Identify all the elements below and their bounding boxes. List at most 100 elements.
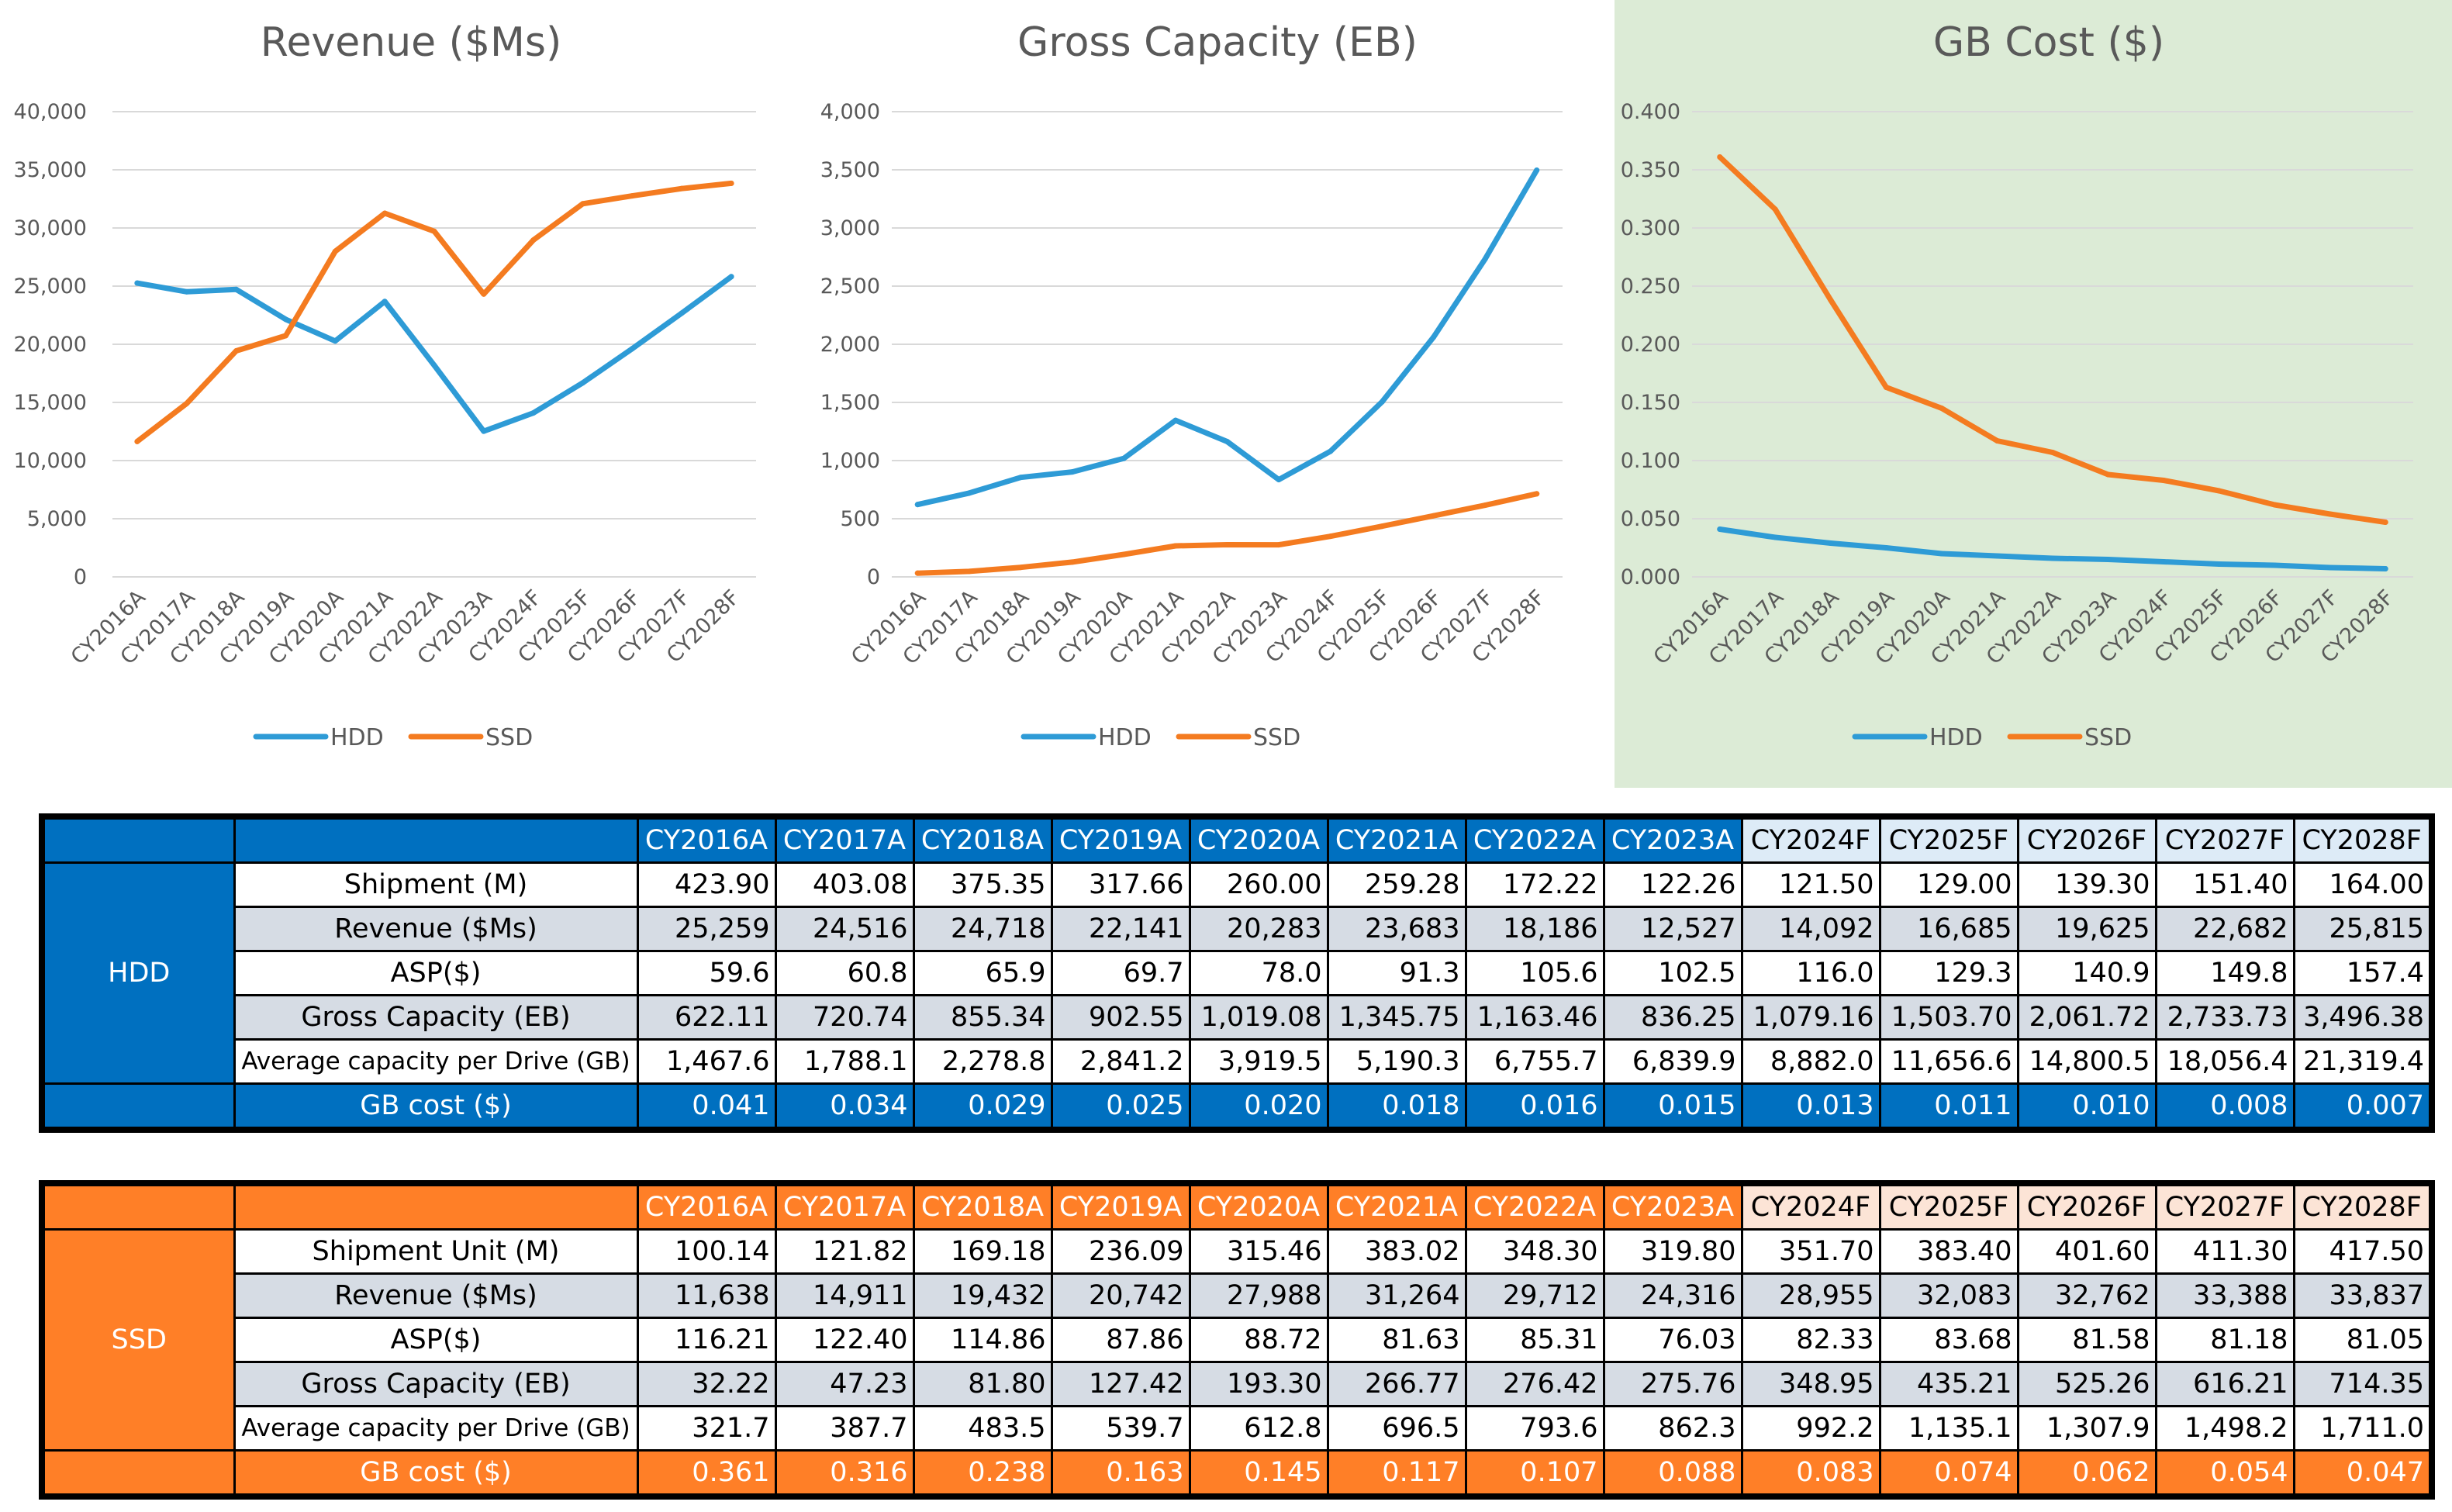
value-cell: 25,259 [636,906,777,952]
value-cell: 260.00 [1188,861,1329,908]
gb-cost-value: 0.074 [1878,1449,2019,1498]
gb-cost-value: 0.361 [636,1449,777,1498]
year-header: CY2021A [1326,815,1467,864]
value-cell: 11,638 [636,1272,777,1319]
value-cell: 3,496.38 [2292,994,2433,1041]
value-cell: 149.8 [2154,950,2295,996]
data-point-ssd [728,180,734,186]
y-tick-label: 10,000 [14,449,87,473]
value-cell: 32,083 [1878,1272,2019,1319]
header-blank-cell [233,1182,639,1231]
value-cell: 18,056.4 [2154,1038,2295,1085]
gb-cost-value: 0.107 [1464,1449,1605,1498]
value-cell: 129.3 [1878,950,2019,996]
data-point-ssd [2050,450,2056,455]
value-cell: 275.76 [1602,1361,1743,1407]
y-tick-label: 25,000 [14,274,87,299]
data-point-ssd [530,237,537,243]
data-point-hdd [2050,555,2056,561]
value-cell: 1,307.9 [2016,1405,2157,1452]
year-header: CY2026F [2016,1182,2157,1231]
year-header: CY2028F [2292,1182,2433,1231]
legend-label-ssd: SSD [1253,724,1300,751]
header-blank-cell [40,815,236,864]
gb-cost-value: 0.010 [2016,1082,2157,1131]
header-blank-cell [233,815,639,864]
y-tick-label: 0.200 [1621,333,1680,357]
gb-cost-value: 0.088 [1602,1449,1743,1498]
year-header: CY2020A [1188,815,1329,864]
value-cell: 19,625 [2016,906,2157,952]
value-cell: 16,685 [1878,906,2019,952]
value-cell: 714.35 [2292,1361,2433,1407]
year-header: CY2016A [636,815,777,864]
value-cell: 81.58 [2016,1317,2157,1363]
gb-cost-value: 0.013 [1740,1082,1881,1131]
data-point-hdd [1328,448,1334,454]
data-point-hdd [332,338,338,344]
gb-cost-value: 0.041 [636,1082,777,1131]
data-point-ssd [629,193,635,199]
data-point-ssd [1328,533,1334,540]
value-cell: 116.21 [636,1317,777,1363]
gb-cost-value: 0.008 [2154,1082,2295,1131]
y-tick-label: 20,000 [14,333,87,357]
value-cell: 151.40 [2154,861,2295,908]
data-point-ssd [2271,502,2278,508]
value-cell: 22,682 [2154,906,2295,952]
y-tick-label: 1,500 [820,391,880,415]
chart-svg: Gross Capacity (EB) 0 500 1,000 1,500 2,000 2,… [820,19,1563,751]
gb-cost-value: 0.018 [1326,1082,1467,1131]
data-point-hdd [530,410,537,416]
data-point-hdd [966,490,972,496]
year-header: CY2027F [2154,1182,2295,1231]
y-tick-label: 0.350 [1621,158,1680,182]
value-cell: 81.63 [1326,1317,1467,1363]
year-header: CY2023A [1602,815,1743,864]
value-cell: 65.9 [912,950,1053,996]
data-point-hdd [431,362,437,368]
value-cell: 3,919.5 [1188,1038,1329,1085]
value-cell: 140.9 [2016,950,2157,996]
data-point-hdd [2160,559,2167,564]
value-cell: 1,135.1 [1878,1405,2019,1452]
data-point-ssd [1069,559,1076,565]
value-cell: 351.70 [1740,1228,1881,1275]
value-cell: 1,503.70 [1878,994,2019,1041]
data-point-ssd [2216,488,2222,494]
value-cell: 348.95 [1740,1361,1881,1407]
header-blank-cell [40,1182,236,1231]
value-cell: 121.82 [774,1228,915,1275]
value-cell: 319.80 [1602,1228,1743,1275]
table-row: SSD Shipment Unit (M) 100.14 121.82 169.18 23… [40,1228,2433,1452]
value-cell: 483.5 [912,1405,1053,1452]
value-cell: 122.40 [774,1317,915,1363]
value-cell: 317.66 [1050,861,1191,908]
data-point-ssd [1828,297,1834,303]
year-header: CY2023A [1602,1182,1743,1231]
data-point-ssd [282,333,288,339]
data-point-hdd [282,316,288,323]
value-cell: 266.77 [1326,1361,1467,1407]
metric-label: Revenue ($Ms) [233,906,639,952]
data-point-hdd [1172,417,1179,423]
series-line-hdd [134,274,734,434]
data-point-ssd [580,201,586,207]
table-row: Gross Capacity (EB) 622.11 720.74 855.34 902… [42,994,2433,1041]
legend-label-ssd: SSD [485,724,533,751]
year-header: CY2025F [1878,1182,2019,1231]
value-cell: 127.42 [1050,1361,1191,1407]
data-point-hdd [1224,438,1230,444]
value-cell: 862.3 [1602,1405,1743,1452]
value-cell: 20,283 [1188,906,1329,952]
year-header: CY2020A [1188,1182,1329,1231]
chart-title: Gross Capacity (EB) [1017,19,1418,66]
gb-cost-value: 0.054 [2154,1449,2295,1498]
legend-label-hdd: HDD [330,724,384,751]
value-cell: 387.7 [774,1405,915,1452]
value-cell: 5,190.3 [1326,1038,1467,1085]
gb-cost-value: 0.316 [774,1449,915,1498]
value-cell: 102.5 [1602,950,1743,996]
value-cell: 1,498.2 [2154,1405,2295,1452]
data-point-hdd [184,288,190,295]
